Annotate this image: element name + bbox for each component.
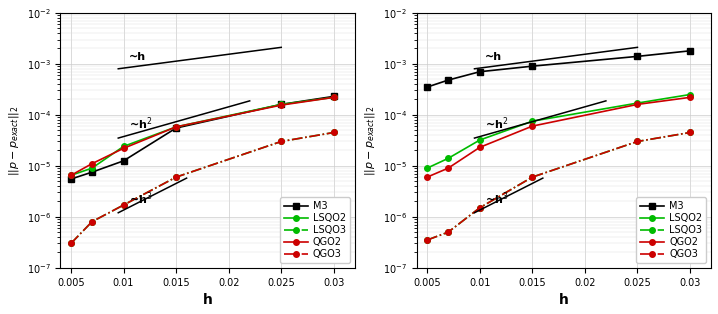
LSQO2: [172, 125, 180, 129]
M3: [633, 55, 642, 58]
LSQO2: [633, 101, 642, 105]
LSQO2: [686, 93, 694, 96]
QGO3: [633, 140, 642, 143]
Text: ~h$^2$: ~h$^2$: [129, 116, 152, 133]
Text: ~h$^3$: ~h$^3$: [129, 191, 152, 207]
Y-axis label: $||p - p_{exact}||_2$: $||p - p_{exact}||_2$: [363, 105, 377, 176]
Text: ~h: ~h: [129, 52, 146, 62]
QGO3: [686, 131, 694, 134]
LSQO2: [88, 166, 96, 170]
Line: M3: M3: [424, 48, 693, 90]
Legend: M3, LSQO2, LSQO3, QGO2, QGO3: M3, LSQO2, LSQO3, QGO2, QGO3: [280, 198, 350, 263]
M3: [119, 159, 128, 163]
QGO2: [88, 162, 96, 165]
X-axis label: h: h: [559, 293, 569, 307]
QGO3: [423, 238, 432, 242]
QGO2: [475, 145, 484, 149]
LSQO3: [686, 131, 694, 134]
Line: QGO2: QGO2: [68, 95, 337, 178]
M3: [475, 70, 484, 73]
LSQO2: [119, 144, 128, 148]
QGO2: [330, 95, 338, 99]
LSQO3: [444, 230, 452, 234]
X-axis label: h: h: [202, 293, 213, 307]
QGO3: [475, 206, 484, 210]
QGO3: [330, 131, 338, 134]
QGO2: [528, 124, 536, 128]
Text: ~h$^3$: ~h$^3$: [485, 191, 508, 207]
LSQO2: [330, 95, 338, 99]
Legend: M3, LSQO2, LSQO3, QGO2, QGO3: M3, LSQO2, LSQO3, QGO2, QGO3: [636, 198, 707, 263]
QGO2: [423, 175, 432, 179]
QGO3: [67, 241, 75, 245]
LSQO3: [67, 241, 75, 245]
M3: [423, 85, 432, 89]
QGO2: [633, 103, 642, 106]
QGO2: [119, 146, 128, 150]
Line: QGO3: QGO3: [68, 130, 337, 246]
M3: [528, 64, 536, 68]
LSQO2: [475, 138, 484, 142]
QGO3: [277, 140, 286, 143]
LSQO3: [119, 203, 128, 207]
Text: ~h: ~h: [485, 52, 502, 62]
M3: [67, 177, 75, 181]
QGO3: [172, 175, 180, 179]
Line: LSQO3: LSQO3: [68, 130, 337, 246]
LSQO3: [277, 140, 286, 143]
QGO3: [444, 230, 452, 234]
QGO2: [172, 125, 180, 129]
LSQO2: [277, 103, 286, 106]
Line: LSQO2: LSQO2: [68, 95, 337, 178]
LSQO3: [633, 140, 642, 143]
Text: ~h$^2$: ~h$^2$: [485, 116, 508, 133]
QGO2: [686, 95, 694, 99]
Line: M3: M3: [68, 94, 337, 182]
M3: [444, 78, 452, 82]
LSQO3: [172, 175, 180, 179]
LSQO2: [67, 173, 75, 177]
M3: [686, 49, 694, 53]
LSQO2: [423, 166, 432, 170]
QGO2: [67, 173, 75, 177]
LSQO3: [475, 206, 484, 210]
QGO3: [119, 203, 128, 207]
LSQO3: [330, 131, 338, 134]
M3: [172, 126, 180, 130]
QGO3: [528, 175, 536, 179]
QGO3: [88, 220, 96, 224]
QGO2: [444, 166, 452, 170]
M3: [330, 95, 338, 98]
LSQO2: [528, 119, 536, 123]
Line: LSQO3: LSQO3: [424, 130, 693, 243]
QGO2: [277, 103, 286, 107]
LSQO2: [444, 156, 452, 160]
LSQO3: [528, 175, 536, 179]
Line: QGO3: QGO3: [424, 130, 693, 243]
M3: [277, 103, 286, 106]
Line: LSQO2: LSQO2: [424, 92, 693, 171]
LSQO3: [423, 238, 432, 242]
LSQO3: [88, 220, 96, 224]
M3: [88, 170, 96, 174]
Line: QGO2: QGO2: [424, 95, 693, 180]
Y-axis label: $||p - p_{exact}||_2$: $||p - p_{exact}||_2$: [7, 105, 21, 176]
